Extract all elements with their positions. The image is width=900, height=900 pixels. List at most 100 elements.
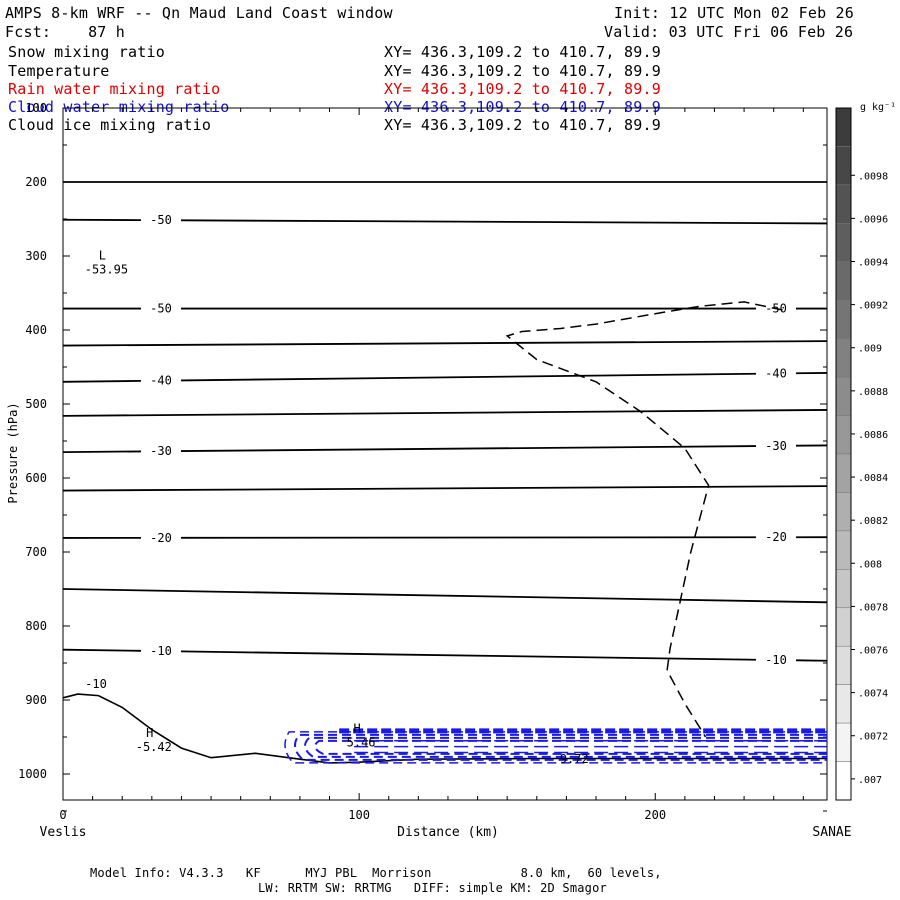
isotherm-label: -50: [150, 213, 172, 227]
y-tick-label: 800: [25, 619, 47, 633]
isotherm: [180, 536, 757, 539]
isotherm: [62, 588, 828, 604]
chart-title: AMPS 8-km WRF -- Qn Maud Land Coast wind…: [5, 4, 393, 22]
forecast-hour: Fcst: 87 h: [5, 23, 125, 41]
extremum-value: 5.46: [347, 736, 376, 750]
extremum-value: -5.42: [136, 740, 172, 754]
y-tick-label: 600: [25, 471, 47, 485]
y-tick-label: 400: [25, 323, 47, 337]
isotherm: [180, 372, 757, 382]
colorbar-cell: [835, 261, 852, 301]
colorbar-cell: [835, 607, 852, 647]
colorbar-unit: g kg⁻¹: [860, 102, 896, 113]
cloud-water-contour: [284, 731, 827, 764]
isotherm-label: -10: [85, 677, 107, 691]
field-name: Rain water mixing ratio: [8, 80, 221, 98]
colorbar-label: .008: [858, 559, 882, 570]
colorbar-cell: [835, 146, 852, 186]
y-tick-label: 500: [25, 397, 47, 411]
isotherm-label: -40: [150, 374, 172, 388]
colorbar-cell: [835, 376, 852, 416]
colorbar-label: .0096: [858, 214, 888, 225]
x-right-endpoint: SANAE: [812, 825, 851, 840]
valid-time: Valid: 03 UTC Fri 06 Feb 26: [604, 23, 854, 41]
colorbar-cell: [835, 492, 852, 532]
x-tick-label: 100: [348, 808, 370, 822]
colorbar-cell: [835, 530, 852, 570]
field-xy: XY= 436.3,109.2 to 410.7, 89.9: [384, 98, 661, 116]
colorbar-label: .0098: [858, 171, 888, 182]
isotherm: [62, 485, 828, 492]
colorbar-cell: [835, 722, 852, 762]
x-tick-label: 0: [59, 808, 66, 822]
isotherm-label: -50: [150, 302, 172, 316]
y-tick-label: 1000: [18, 767, 47, 781]
x-left-endpoint: Veslis: [40, 825, 87, 840]
colorbar-cell: [835, 684, 852, 724]
isotherm-label: -30: [765, 439, 787, 453]
extremum-value: 9.72: [560, 752, 589, 766]
colorbar-label: .0076: [858, 646, 888, 657]
isotherm-label: -10: [765, 653, 787, 667]
colorbar-cell: [835, 645, 852, 685]
extremum-marker: H: [353, 722, 360, 736]
colorbar-cell: [835, 569, 852, 609]
colorbar-label: .0092: [858, 301, 888, 312]
isotherm: [62, 340, 828, 347]
isotherm-label: -20: [150, 531, 172, 545]
footer-physics-info: LW: RRTM SW: RRTMG DIFF: simple KM: 2D S…: [258, 881, 607, 895]
colorbar-cell: [835, 107, 852, 147]
cloud-water-contour: [314, 739, 827, 755]
isotherm-label: -20: [765, 530, 787, 544]
colorbar-label: .0086: [858, 430, 888, 441]
init-time: Init: 12 UTC Mon 02 Feb 26: [614, 4, 854, 22]
field-xy: XY= 436.3,109.2 to 410.7, 89.9: [384, 80, 661, 98]
extremum-value: -53.95: [85, 263, 128, 277]
x-tick-label: 200: [644, 808, 666, 822]
field-xy: XY= 436.3,109.2 to 410.7, 89.9: [384, 116, 661, 134]
y-tick-label: 700: [25, 545, 47, 559]
colorbar-cell: [835, 453, 852, 493]
isotherm: [62, 409, 828, 417]
field-name: Cloud water mixing ratio: [8, 98, 230, 116]
field-name: Snow mixing ratio: [8, 43, 165, 61]
colorbar-label: .0074: [858, 689, 888, 700]
colorbar-label: .0094: [858, 258, 888, 269]
extremum-marker: H: [146, 726, 153, 740]
y-axis-label: Pressure (hPa): [6, 402, 20, 503]
extremum-marker: L: [99, 249, 106, 263]
y-tick-label: 300: [25, 249, 47, 263]
colorbar-cell: [835, 299, 852, 339]
snow-mixing-contour: [505, 301, 783, 738]
colorbar-cell: [835, 338, 852, 378]
field-name: Cloud ice mixing ratio: [8, 116, 212, 134]
colorbar-label: .0082: [858, 516, 888, 527]
colorbar-label: .0088: [858, 387, 888, 398]
colorbar-cell: [835, 184, 852, 224]
isotherm: [62, 450, 142, 453]
field-xy: XY= 436.3,109.2 to 410.7, 89.9: [384, 43, 661, 61]
isotherm: [62, 379, 142, 383]
isotherm: [180, 445, 757, 452]
colorbar-frame: [835, 107, 852, 801]
colorbar-cell: [835, 761, 852, 801]
y-tick-label: 900: [25, 693, 47, 707]
isotherm-label: -40: [765, 366, 787, 380]
colorbar-label: .0072: [858, 732, 888, 743]
colorbar-label: .0084: [858, 473, 888, 484]
plot-frame: [62, 107, 828, 801]
y-tick-label: 100: [25, 101, 47, 115]
field-name: Temperature: [8, 62, 110, 80]
isotherm-label: -10: [150, 644, 172, 658]
isotherm: [62, 648, 142, 652]
colorbar-label: .0078: [858, 602, 888, 613]
isotherm-label: -30: [150, 444, 172, 458]
field-xy: XY= 436.3,109.2 to 410.7, 89.9: [384, 62, 661, 80]
x-axis-label: Distance (km): [397, 825, 499, 840]
isotherm: [180, 219, 828, 225]
colorbar-label: .007: [858, 775, 882, 786]
colorbar-label: .009: [858, 344, 882, 355]
footer-model-info: Model Info: V4.3.3 KF MYJ PBL Morrison 8…: [90, 866, 662, 880]
y-tick-label: 200: [25, 175, 47, 189]
